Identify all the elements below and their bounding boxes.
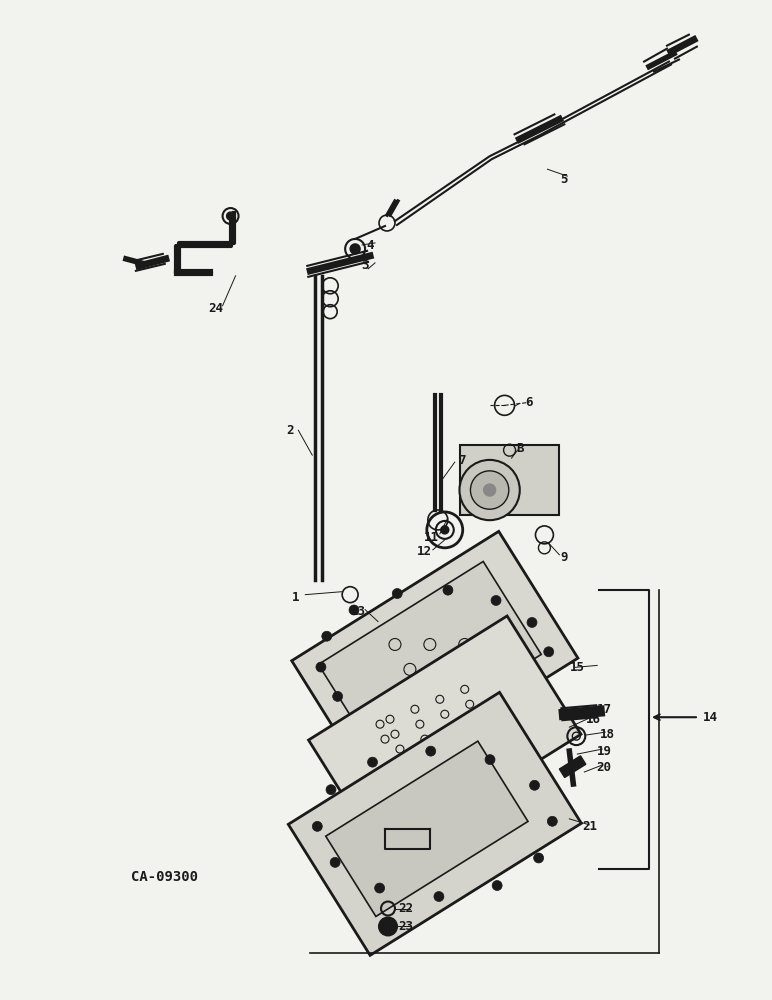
- Circle shape: [349, 605, 359, 615]
- Circle shape: [459, 460, 520, 520]
- Circle shape: [333, 691, 343, 701]
- Circle shape: [374, 883, 384, 893]
- Text: 3: 3: [361, 259, 369, 272]
- Text: 9: 9: [560, 551, 568, 564]
- Circle shape: [350, 244, 360, 254]
- Circle shape: [470, 471, 509, 509]
- Text: 19: 19: [597, 745, 611, 758]
- Circle shape: [434, 892, 444, 902]
- Text: 24: 24: [208, 302, 223, 315]
- Circle shape: [543, 647, 554, 657]
- Text: 7: 7: [458, 454, 466, 467]
- Text: 2: 2: [286, 424, 294, 437]
- Circle shape: [538, 678, 548, 688]
- Circle shape: [485, 755, 495, 765]
- Text: 20: 20: [597, 761, 611, 774]
- Text: 16: 16: [586, 713, 601, 726]
- Circle shape: [392, 589, 402, 599]
- Text: 15: 15: [570, 661, 585, 674]
- Text: 6: 6: [526, 396, 533, 409]
- Circle shape: [530, 780, 540, 790]
- Circle shape: [483, 484, 496, 496]
- Text: 1: 1: [292, 591, 299, 604]
- Text: B: B: [516, 442, 523, 455]
- Circle shape: [316, 662, 326, 672]
- Circle shape: [443, 585, 453, 595]
- Circle shape: [367, 757, 378, 767]
- Circle shape: [441, 526, 449, 534]
- Text: CA-09300: CA-09300: [131, 870, 198, 884]
- Polygon shape: [318, 561, 541, 757]
- Circle shape: [467, 720, 477, 730]
- Circle shape: [510, 704, 520, 714]
- Text: 4: 4: [366, 239, 374, 252]
- Text: 11: 11: [425, 531, 439, 544]
- Circle shape: [492, 881, 502, 890]
- Polygon shape: [326, 741, 528, 916]
- Polygon shape: [460, 445, 560, 515]
- Polygon shape: [288, 692, 581, 955]
- Text: 18: 18: [600, 728, 615, 741]
- Text: 5: 5: [560, 173, 568, 186]
- Circle shape: [313, 821, 322, 831]
- Text: 21: 21: [582, 820, 597, 833]
- Polygon shape: [292, 531, 578, 787]
- Circle shape: [533, 853, 543, 863]
- Circle shape: [425, 746, 435, 756]
- Circle shape: [491, 595, 501, 605]
- Circle shape: [547, 816, 557, 826]
- Circle shape: [226, 212, 235, 220]
- Text: 22: 22: [398, 902, 414, 915]
- Circle shape: [527, 617, 537, 627]
- Circle shape: [417, 724, 427, 734]
- Text: 14: 14: [703, 711, 718, 724]
- Circle shape: [379, 917, 397, 935]
- Polygon shape: [309, 616, 581, 858]
- Circle shape: [330, 857, 340, 867]
- Circle shape: [326, 785, 336, 795]
- Bar: [560, 756, 586, 777]
- Text: 17: 17: [597, 703, 611, 716]
- Circle shape: [369, 713, 378, 723]
- Circle shape: [322, 631, 332, 641]
- Text: 12: 12: [418, 545, 432, 558]
- Text: 13: 13: [350, 605, 366, 618]
- Text: 23: 23: [398, 920, 414, 933]
